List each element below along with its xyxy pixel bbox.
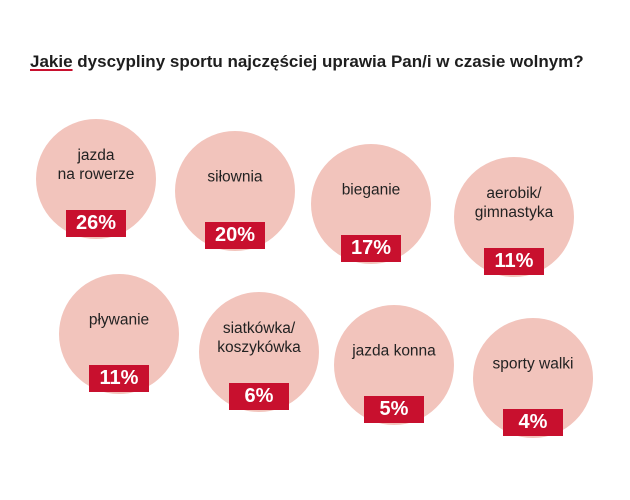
bubble-1	[175, 131, 295, 251]
bubble-label-5: siatkówka/ koszykówka	[217, 320, 301, 356]
value-badge-1: 20%	[205, 222, 265, 249]
bubble-7	[473, 318, 593, 438]
bubble-5	[199, 292, 319, 412]
value-badge-6: 5%	[364, 396, 424, 423]
value-badge-3: 11%	[484, 248, 544, 275]
chart-title: Jakie dyscypliny sportu najczęściej upra…	[30, 51, 590, 72]
title-rest: dyscypliny sportu najczęściej uprawia Pa…	[72, 52, 584, 71]
bubble-label-4: pływanie	[88, 311, 150, 329]
bubble-label-0: jazda na rowerze	[57, 147, 135, 183]
bubble-label-7: sporty walki	[492, 355, 574, 373]
title-underlined-word: Jakie	[30, 52, 73, 71]
value-badge-0: 26%	[66, 210, 126, 237]
bubble-0	[36, 119, 156, 239]
bubble-label-3: aerobik/ gimnastyka	[474, 185, 554, 221]
bubble-2	[311, 144, 431, 264]
bubble-label-6: jazda konna	[352, 342, 436, 360]
value-badge-5: 6%	[229, 383, 289, 410]
bubble-6	[334, 305, 454, 425]
value-badge-4: 11%	[89, 365, 149, 392]
bubble-label-2: bieganie	[341, 181, 401, 199]
value-badge-7: 4%	[503, 409, 563, 436]
bubble-4	[59, 274, 179, 394]
bubble-label-1: siłownia	[207, 168, 263, 186]
bubble-3	[454, 157, 574, 277]
value-badge-2: 17%	[341, 235, 401, 262]
